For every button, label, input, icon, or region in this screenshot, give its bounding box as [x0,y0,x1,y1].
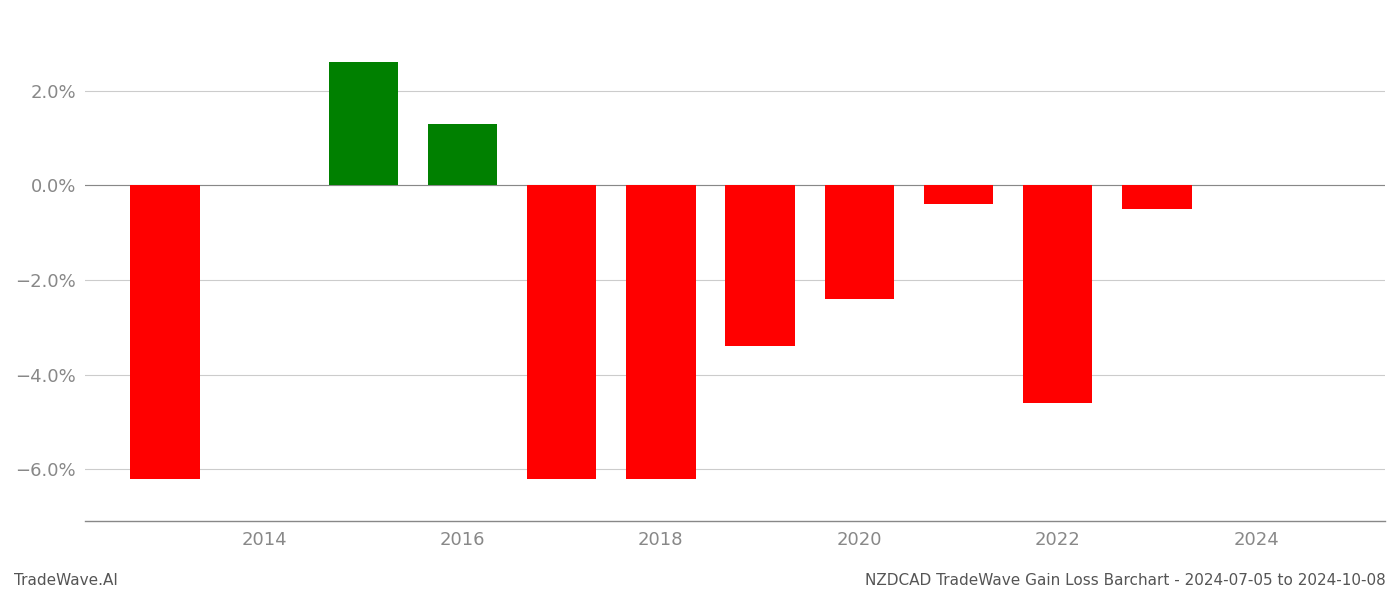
Bar [626,185,696,479]
Text: NZDCAD TradeWave Gain Loss Barchart - 2024-07-05 to 2024-10-08: NZDCAD TradeWave Gain Loss Barchart - 20… [865,573,1386,588]
Bar [1023,185,1092,403]
Bar [1123,185,1191,209]
Bar [428,124,497,185]
Bar [329,62,398,185]
Text: TradeWave.AI: TradeWave.AI [14,573,118,588]
Bar [924,185,993,204]
Bar [825,185,895,299]
Bar [130,185,200,479]
Bar [526,185,596,479]
Bar [725,185,795,346]
